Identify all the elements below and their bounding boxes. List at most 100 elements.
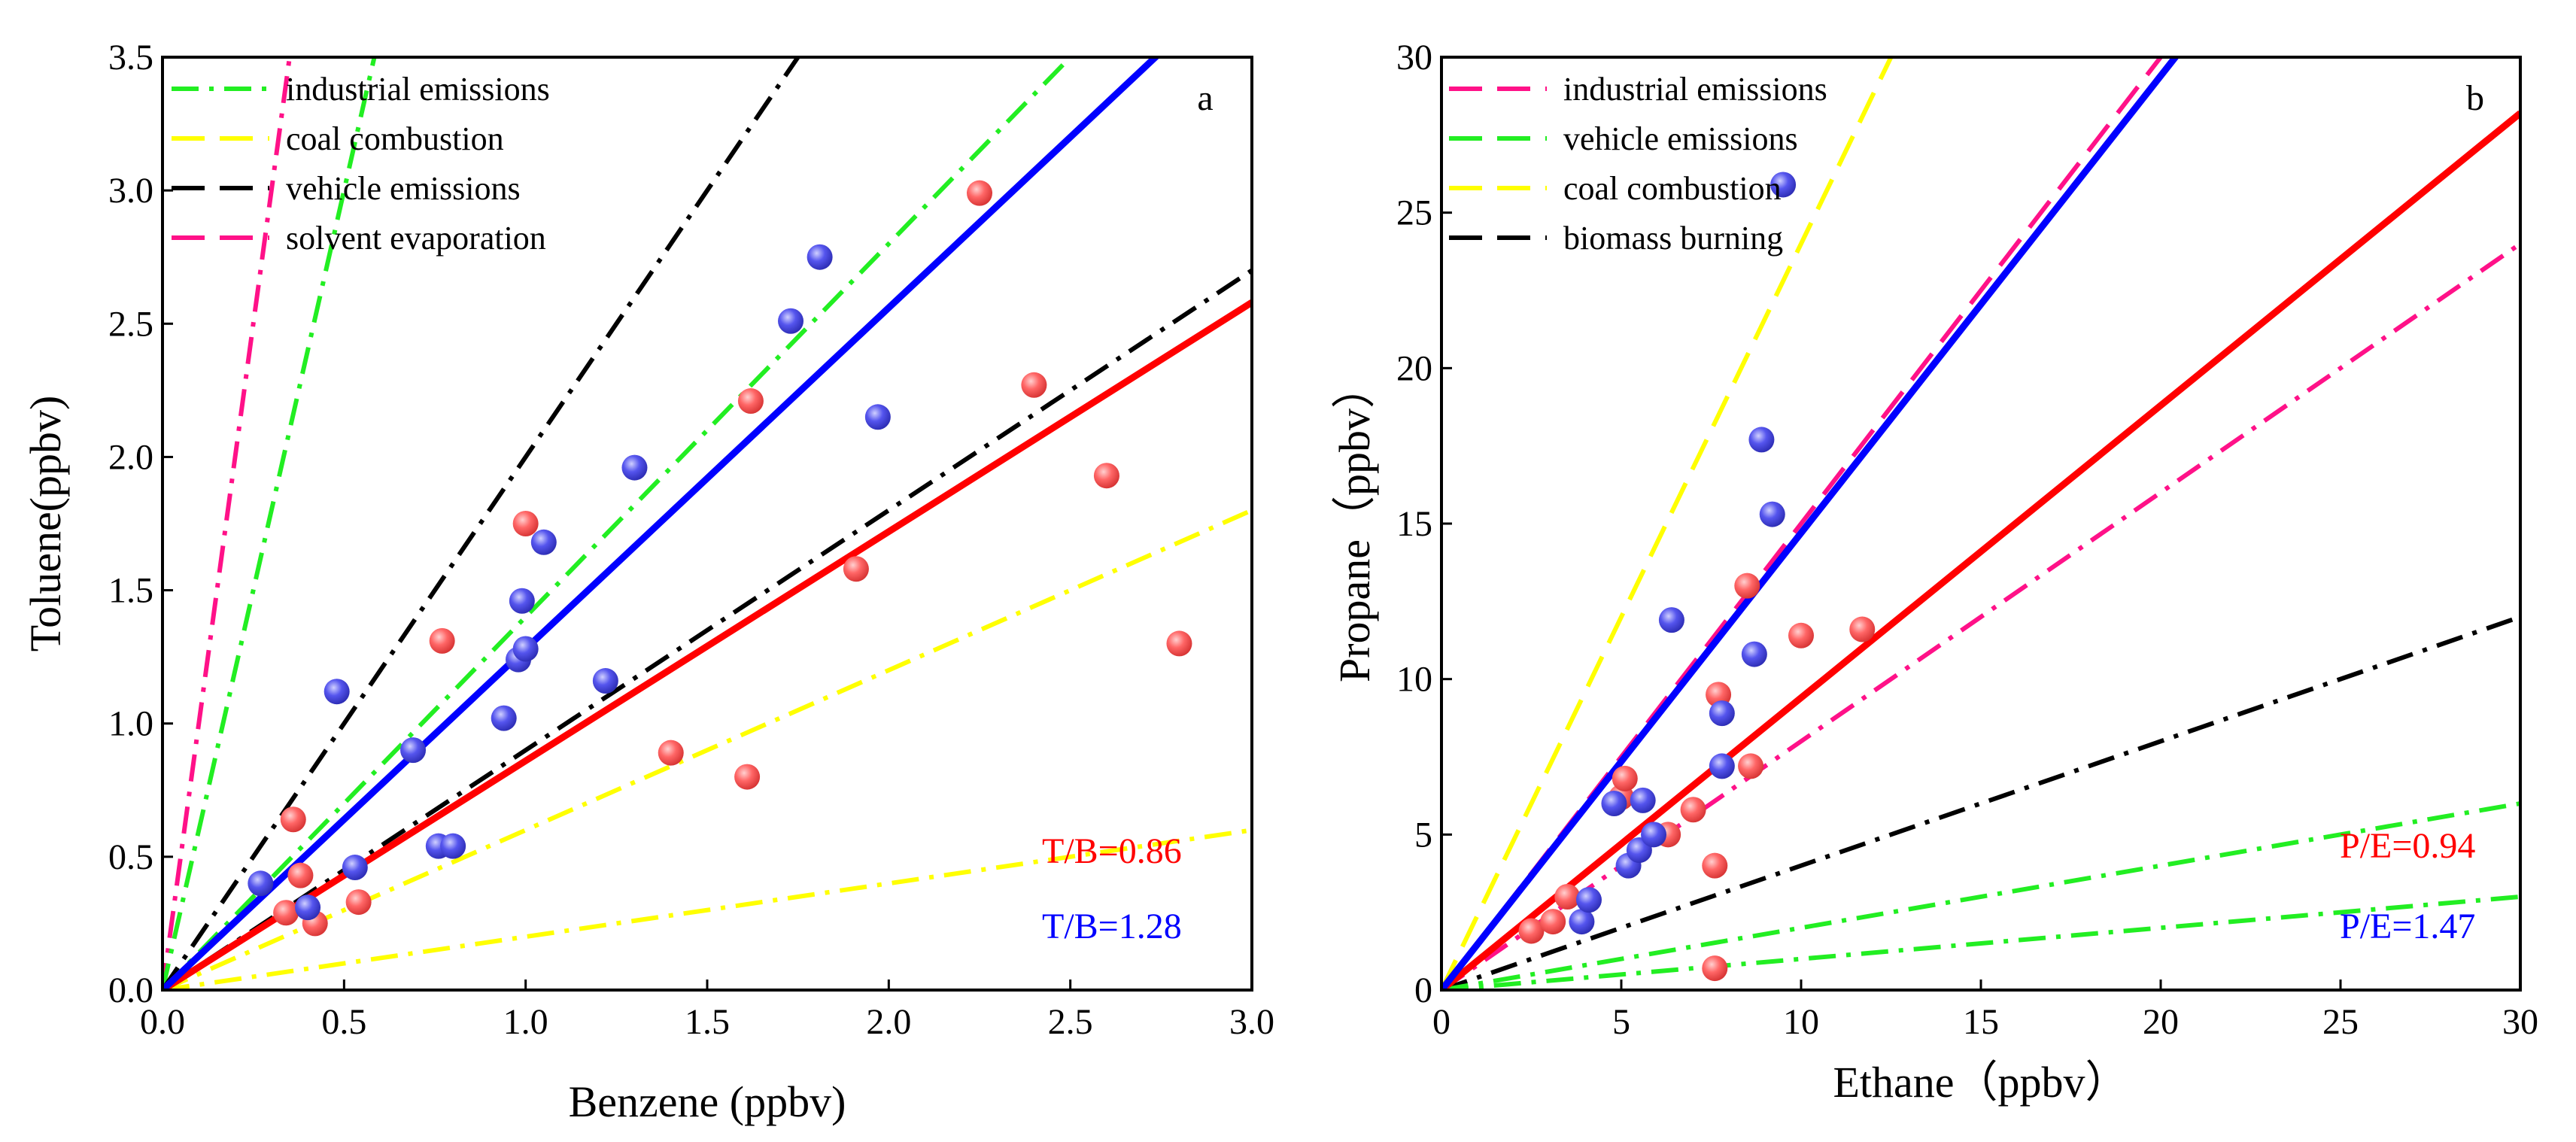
data-point-blue [1641,822,1667,848]
annotation-red-b: P/E=0.94 [2340,826,2475,866]
legend-label: coal combustion [286,120,504,157]
reference-line-5 [1441,801,2520,990]
x-tick-label: 15 [1963,1002,1999,1042]
y-tick-label: 2.5 [108,304,153,344]
y-tick-label: 0.0 [108,970,153,1010]
y-tick-label: 3.5 [108,38,153,77]
fit-line-blue-fit [163,57,1161,990]
legend-a: industrial emissions coal combustion vehic… [172,71,550,257]
chart-panel-a: 0.0 0.5 1.0 1.5 2.0 2.5 3.0 0.0 0.5 1.0 1.5 2.0 2.5… [21,38,1274,1126]
reference-line-7 [163,828,1252,990]
data-point-blue [621,454,648,481]
data-point-blue [530,529,557,555]
data-point-red [287,862,314,888]
x-tick-label: 0.0 [140,1002,185,1042]
x-tick-label: 1.0 [503,1002,548,1042]
data-point-blue [778,308,804,334]
data-point-red [658,740,684,766]
fit-lines-a [163,57,1252,990]
y-tick-label: 0.5 [108,837,153,877]
reference-line-1 [1441,57,1894,990]
data-point-red [1849,616,1876,642]
legend-label: industrial emissions [1563,71,1827,108]
data-point-red [429,627,455,654]
data-point-blue [1575,887,1602,913]
data-point-blue [1741,641,1767,667]
data-point-blue [248,870,274,897]
y-axis-ticks-a: 0.0 0.5 1.0 1.5 2.0 2.5 3.0 3.5 [108,38,173,1010]
data-point-red [1788,622,1814,648]
reference-line-5 [163,268,1252,990]
data-point-red [1554,884,1581,910]
y-tick-label: 2.0 [108,437,153,477]
x-tick-label: 0 [1432,1002,1451,1042]
data-point-blue [1770,172,1797,198]
data-point-blue [1630,787,1656,813]
reference-line-6 [1441,894,2520,990]
x-tick-label: 30 [2502,1002,2538,1042]
panel-label-a: a [1197,78,1213,118]
data-point-red [1540,909,1566,935]
x-tick-label: 25 [2322,1002,2359,1042]
x-tick-label: 20 [2143,1002,2179,1042]
annotation-blue-b: P/E=1.47 [2340,907,2475,946]
y-axis-ticks-b: 0 5 10 15 20 25 30 [1396,38,1452,1010]
data-point-red [737,388,764,415]
data-point-blue [807,244,833,270]
fit-lines-b [1441,57,2520,990]
x-axis-ticks-b: 0 5 10 15 20 25 30 [1432,980,2538,1042]
points-b [1518,172,1876,982]
data-point-red [734,764,761,790]
data-point-red [1093,463,1119,489]
reference-line-3 [1441,241,2520,990]
data-point-red [1738,753,1764,779]
data-point-red [1518,918,1545,944]
y-tick-label: 0 [1414,970,1432,1010]
legend-b: industrial emissions vehicle emissions coa… [1449,71,1827,257]
y-tick-label: 15 [1396,504,1432,544]
x-tick-label: 10 [1783,1002,1819,1042]
y-tick-label: 10 [1396,660,1432,700]
legend-label: industrial emissions [286,71,550,108]
reference-line-3 [163,57,801,990]
data-point-blue [1658,607,1684,633]
data-point-red [273,900,299,926]
data-point-red [345,889,372,916]
data-point-blue [1709,700,1735,727]
y-tick-label: 1.5 [108,571,153,611]
data-point-blue [1601,791,1627,816]
data-point-blue [342,855,368,881]
x-tick-label: 5 [1612,1002,1630,1042]
data-point-blue [509,588,535,614]
data-point-blue [295,894,321,921]
data-point-blue [1759,501,1785,527]
annotation-red-a: T/B=0.86 [1042,831,1182,871]
legend-label: solvent evaporation [286,220,546,257]
y-axis-label-b: Propane（ppbv） [1330,365,1379,682]
x-tick-label: 1.5 [685,1002,730,1042]
data-point-blue [1709,753,1735,779]
y-tick-label: 5 [1414,815,1432,855]
reference-line-6 [163,508,1252,990]
y-tick-label: 1.0 [108,704,153,744]
panel-label-b: b [2466,78,2484,118]
y-tick-label: 30 [1396,38,1432,77]
x-axis-label-a: Benzene (ppbv) [569,1077,846,1126]
data-point-blue [592,668,618,694]
fit-line-red-fit [1441,110,2520,990]
points-a [248,180,1192,937]
y-tick-label: 20 [1396,348,1432,388]
fit-line-blue-fit [1441,57,2180,990]
data-point-red [1680,797,1706,823]
data-point-red [1702,852,1728,879]
reference-line-4 [1441,615,2520,990]
x-tick-label: 3.0 [1229,1002,1274,1042]
data-point-blue [440,833,466,859]
data-point-red [512,511,539,536]
data-point-blue [512,636,539,662]
data-point-red [1166,630,1192,657]
data-point-red [967,180,992,206]
data-point-red [1612,765,1638,791]
x-tick-label: 0.5 [321,1002,366,1042]
chart-panel-b: 0 5 10 15 20 25 30 0 5 10 15 20 25 30 industrial emi… [1330,38,2538,1107]
